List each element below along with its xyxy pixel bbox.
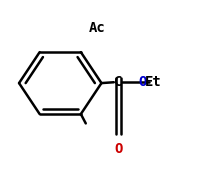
Text: Et: Et <box>145 75 162 89</box>
Text: Ac: Ac <box>89 21 106 35</box>
Text: C: C <box>114 75 122 89</box>
Text: O: O <box>139 75 147 89</box>
Text: O: O <box>114 143 122 157</box>
